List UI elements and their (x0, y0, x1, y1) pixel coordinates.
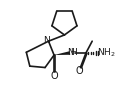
Text: N: N (43, 36, 49, 45)
Text: NH$_2$: NH$_2$ (97, 46, 115, 59)
Text: O: O (50, 71, 58, 81)
Polygon shape (54, 51, 70, 55)
Text: O: O (76, 66, 84, 76)
Text: N: N (68, 48, 74, 57)
Text: H: H (70, 48, 77, 57)
